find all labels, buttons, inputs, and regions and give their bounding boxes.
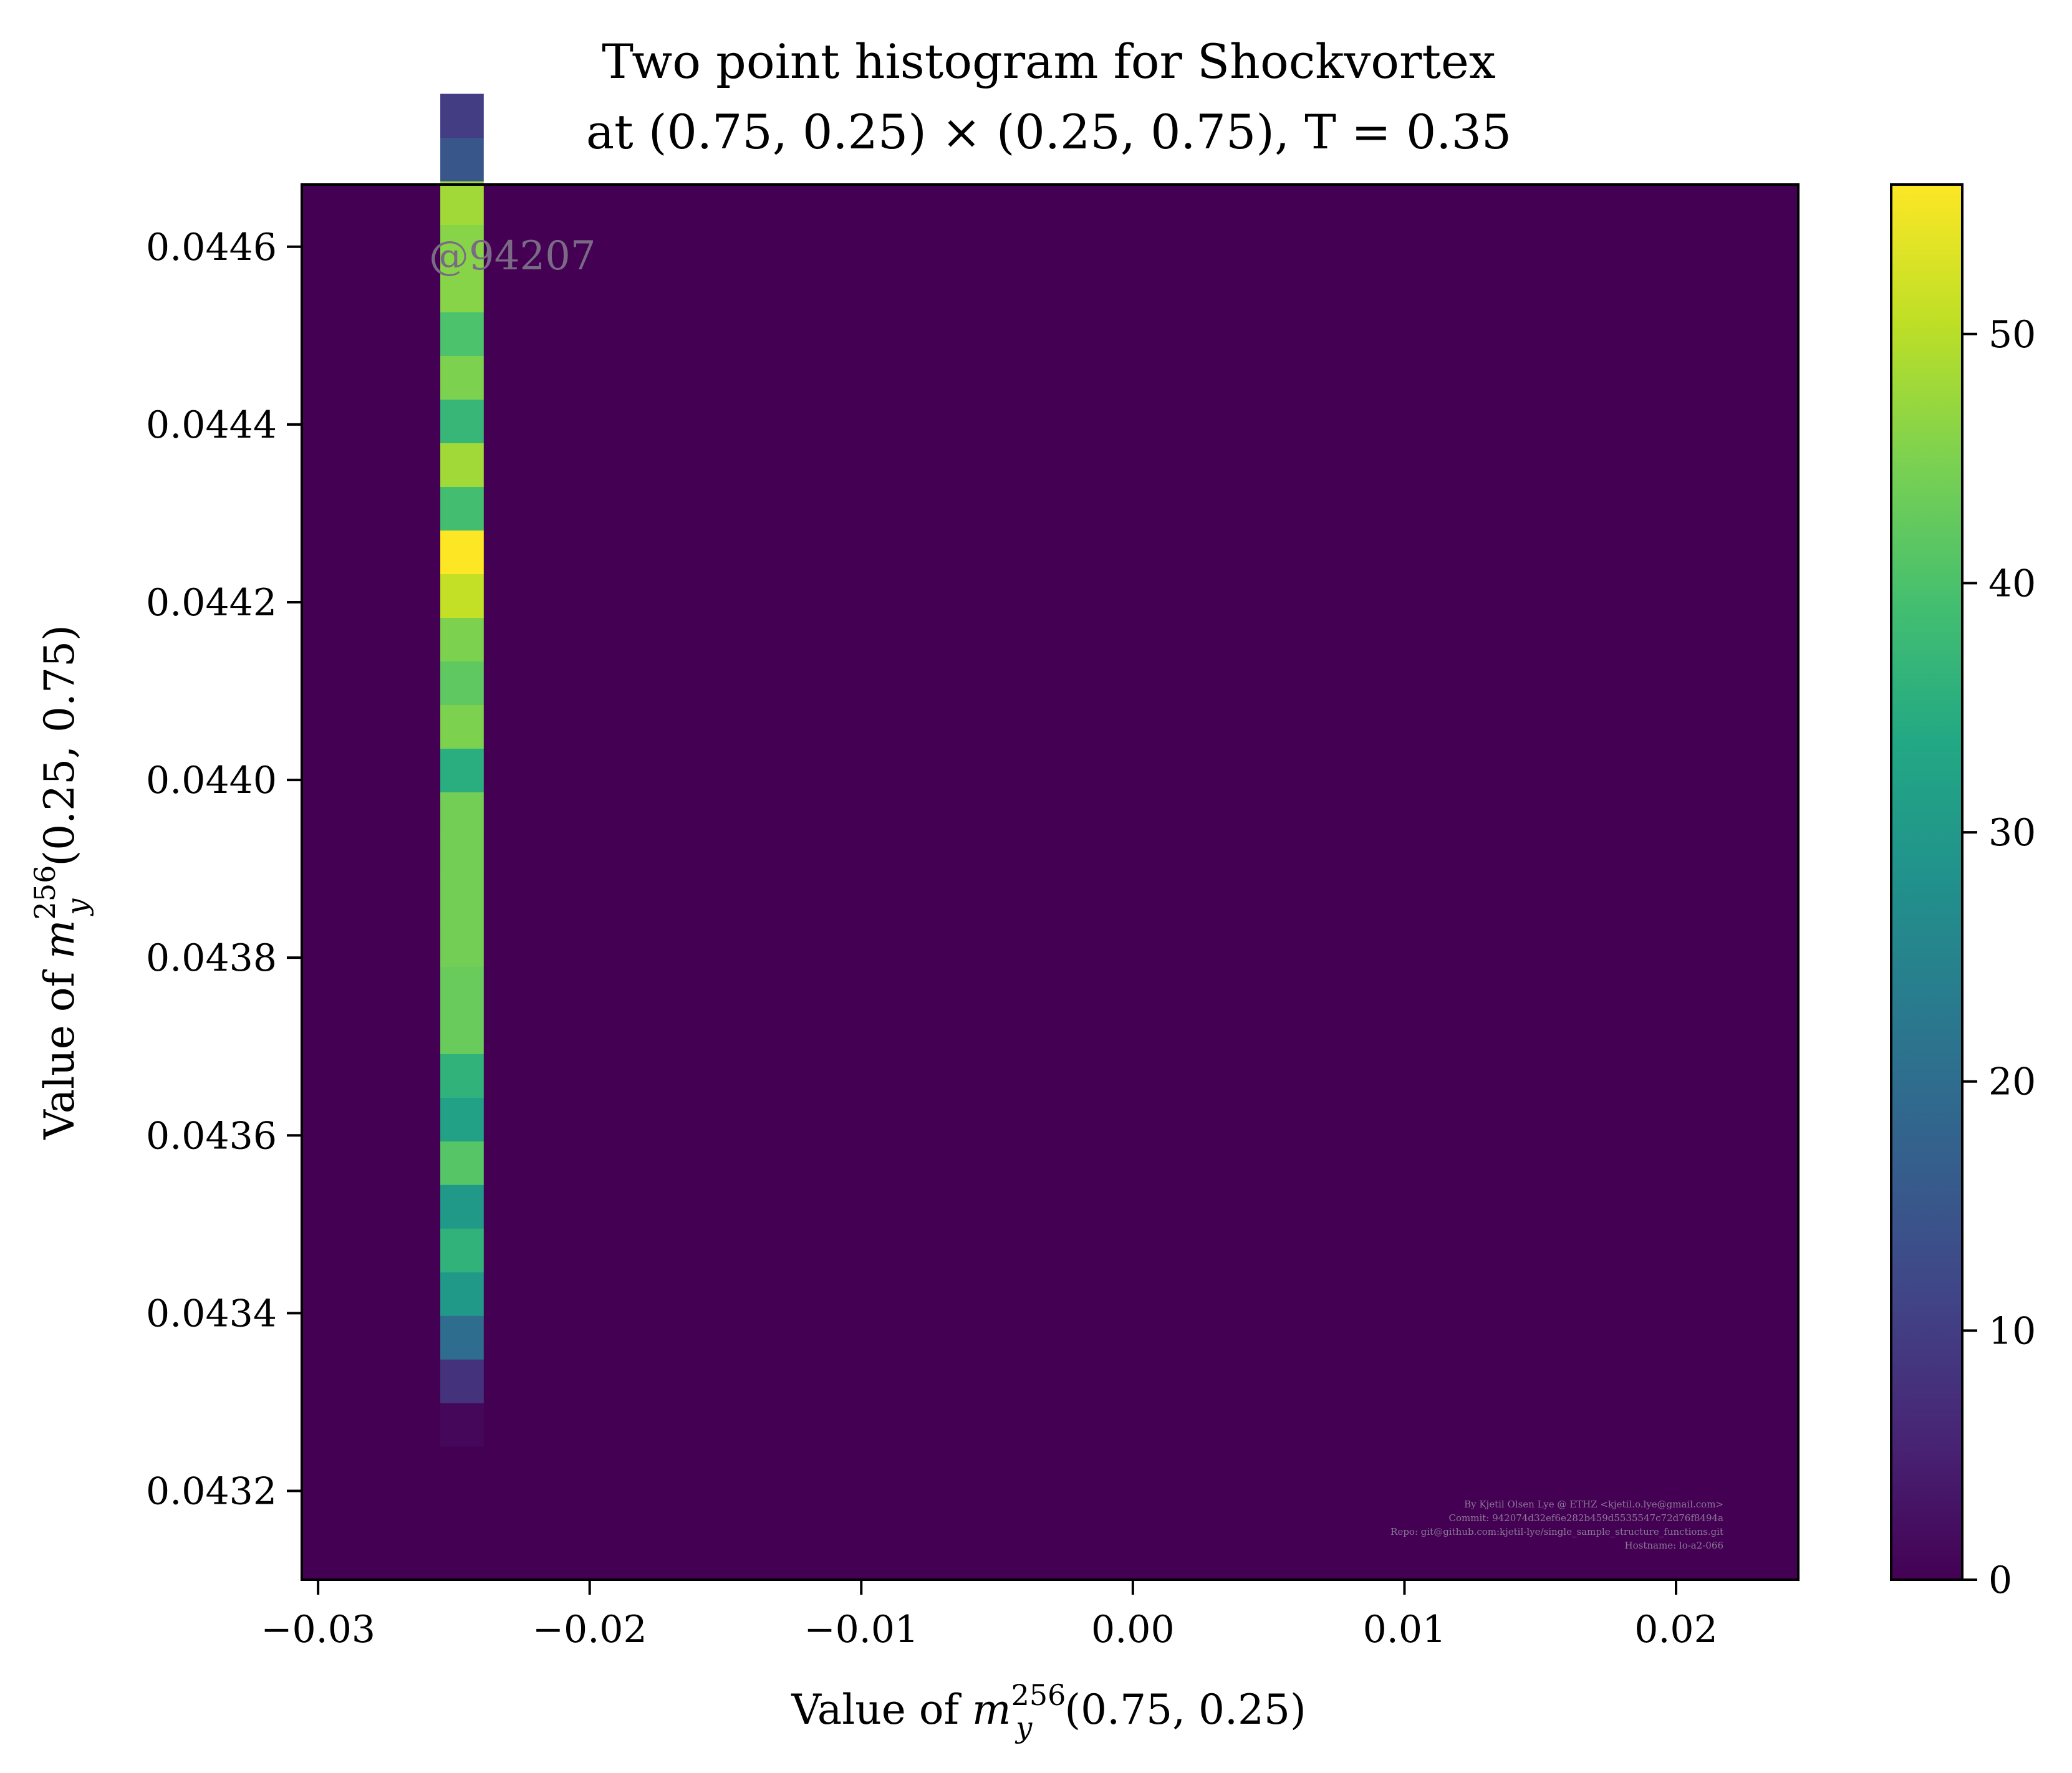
- x-tick-label: 0.01: [1363, 1608, 1447, 1651]
- y-axis-label-prefix: Value of: [36, 959, 84, 1140]
- histogram-bin: [440, 312, 484, 356]
- y-tick-label: 0.0442: [146, 581, 277, 625]
- x-axis-label-sub: y: [1014, 1711, 1033, 1744]
- histogram-bin: [440, 268, 484, 312]
- x-tick-label: −0.01: [804, 1608, 918, 1651]
- histogram-bin: [440, 137, 484, 181]
- credits: By Kjetil Olsen Lye @ ETHZ <kjetil.o.lye…: [1390, 1499, 1723, 1551]
- histogram-bin: [440, 1403, 484, 1447]
- credit-line: By Kjetil Olsen Lye @ ETHZ <kjetil.o.lye…: [1464, 1499, 1723, 1510]
- histogram-bin: [440, 1315, 484, 1360]
- y-axis-label-var: m: [36, 920, 84, 959]
- y-tick-label: 0.0434: [146, 1292, 277, 1335]
- credit-line: Repo: git@github.com:kjetil-lye/single_s…: [1390, 1526, 1723, 1537]
- colorbar-tick-label: 50: [1988, 313, 2036, 357]
- x-axis-label-var: m: [972, 1686, 1011, 1734]
- histogram-bin: [440, 835, 484, 880]
- histogram-bin: [440, 966, 484, 1011]
- histogram-bin: [440, 94, 484, 138]
- plot-background: [302, 185, 1798, 1580]
- histogram-bin: [440, 224, 484, 269]
- histogram-bin: [440, 1010, 484, 1054]
- colorbar-ticks: 0 10 20 30 40 50: [1962, 313, 2036, 1602]
- histogram-bin: [440, 617, 484, 661]
- histogram-bin: [440, 792, 484, 836]
- credit-line: Commit: 942074d32ef6e282b459d5535547c72d…: [1448, 1512, 1723, 1524]
- x-axis-ticks: −0.03 −0.02 −0.01 0.00 0.01 0.02: [261, 1580, 1718, 1651]
- credit-line: Hostname: lo-a2-066: [1625, 1540, 1723, 1551]
- histogram-bin: [440, 1272, 484, 1316]
- histogram-bin: [440, 574, 484, 618]
- y-tick-label: 0.0438: [146, 936, 277, 980]
- x-tick-label: 0.00: [1091, 1608, 1175, 1651]
- histogram-bin: [440, 923, 484, 967]
- histogram-bin: [440, 1141, 484, 1185]
- histogram-bin: [440, 879, 484, 923]
- histogram-bin: [440, 181, 484, 225]
- y-tick-label: 0.0436: [146, 1114, 277, 1158]
- y-axis-label-sup: 256: [28, 865, 62, 920]
- colorbar-tick-label: 10: [1988, 1309, 2036, 1353]
- histogram-bin: [440, 399, 484, 443]
- chart-title-line1: Two point histogram for Shockvortex: [602, 34, 1496, 89]
- colorbar-tick-label: 20: [1988, 1060, 2036, 1104]
- y-tick-label: 0.0440: [146, 759, 277, 802]
- histogram-bin: [440, 486, 484, 531]
- y-tick-label: 0.0444: [146, 403, 277, 447]
- histogram-bin: [440, 1054, 484, 1098]
- histogram-bin: [440, 355, 484, 400]
- histogram-bin: [440, 443, 484, 487]
- y-axis-label: Value of m256y (0.25, 0.75): [28, 625, 94, 1140]
- histogram-bin: [440, 748, 484, 792]
- x-tick-label: −0.02: [532, 1608, 647, 1651]
- histogram-bin: [440, 1228, 484, 1272]
- histogram-bin: [440, 1359, 484, 1403]
- colorbar-tick-label: 30: [1988, 811, 2036, 855]
- y-axis-ticks: 0.0432 0.0434 0.0436 0.0438 0.0440 0.0442 0.04…: [146, 226, 302, 1513]
- plot-frame: [301, 183, 1800, 1581]
- histogram-bin: [440, 1184, 484, 1229]
- histogram-bin: [440, 704, 484, 749]
- x-axis-label: Value of m256 y (0.75, 0.25): [791, 1678, 1306, 1744]
- x-axis-label-prefix: Value of: [791, 1686, 972, 1734]
- histogram-bin: [440, 530, 484, 574]
- y-tick-label: 0.0432: [146, 1469, 277, 1513]
- watermark-id: @94207: [429, 233, 596, 279]
- histogram-bin: [440, 1097, 484, 1141]
- histogram-bin: [440, 661, 484, 705]
- y-axis-label-suffix: (0.25, 0.75): [36, 625, 84, 866]
- chart-title-line2: at (0.75, 0.25) × (0.25, 0.75), T = 0.35: [586, 104, 1511, 160]
- x-tick-label: 0.02: [1634, 1608, 1718, 1651]
- colorbar-tick-label: 40: [1988, 562, 2036, 605]
- colorbar: [1890, 183, 1964, 1581]
- colorbar-tick-label: 0: [1988, 1559, 2012, 1602]
- x-axis-label-sup: 256: [1011, 1678, 1066, 1712]
- y-axis-label-sub: y: [60, 898, 94, 916]
- y-tick-label: 0.0446: [146, 226, 277, 269]
- x-tick-label: −0.03: [261, 1608, 375, 1651]
- x-axis-label-suffix: (0.75, 0.25): [1064, 1686, 1306, 1734]
- histogram-bins: [440, 94, 484, 1447]
